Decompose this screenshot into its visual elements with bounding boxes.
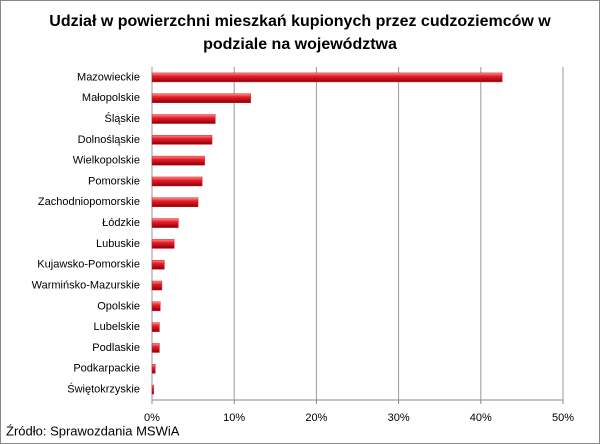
bar — [151, 301, 161, 312]
y-tick-label: Dolnośląskie — [78, 134, 140, 146]
x-tick-label: 0% — [144, 412, 160, 424]
bar — [151, 197, 199, 208]
x-tick-label: 30% — [388, 412, 410, 424]
bar — [151, 93, 251, 103]
y-tick-label: Wielkopolskie — [73, 155, 140, 167]
bar — [151, 218, 179, 228]
y-tick-label: Świętokrzyskie — [67, 383, 140, 396]
y-tick-label: Lubuskie — [96, 238, 140, 250]
y-tick-label: Kujawsko-Pomorskie — [37, 259, 140, 271]
bar — [151, 322, 160, 332]
y-tick-label: Mazowieckie — [77, 71, 140, 83]
bar — [151, 259, 165, 270]
y-tick-label: Pomorskie — [88, 175, 140, 187]
x-tick-label: 20% — [305, 412, 327, 424]
bar — [151, 280, 163, 291]
chart-title: Udział w powierzchni mieszkań kupionych … — [49, 13, 551, 53]
y-tick-label: Śląskie — [105, 112, 140, 125]
y-tick-label: Podkarpackie — [73, 363, 140, 375]
bar — [151, 239, 175, 249]
x-tick-label: 10% — [223, 412, 245, 424]
y-tick-label: Małopolskie — [82, 92, 140, 104]
bar — [151, 114, 216, 124]
source-note: Źródło: Sprawozdania MSWiA — [6, 423, 180, 438]
bar — [151, 343, 160, 353]
bar — [151, 135, 213, 145]
bar — [151, 364, 156, 374]
y-tick-label: Warmińsko-Mazurskie — [32, 279, 140, 291]
bar — [151, 384, 154, 395]
y-tick-label: Łódzkie — [102, 217, 140, 229]
x-tick-label: 40% — [470, 412, 492, 424]
y-tick-label: Opolskie — [97, 300, 140, 312]
x-tick-label: 50% — [552, 412, 574, 424]
bar — [151, 155, 205, 166]
bar — [151, 72, 503, 83]
y-tick-label: Lubelskie — [94, 321, 140, 333]
y-tick-label: Podlaskie — [92, 342, 140, 354]
bar — [151, 176, 203, 187]
y-tick-label: Zachodniopomorskie — [38, 196, 140, 208]
